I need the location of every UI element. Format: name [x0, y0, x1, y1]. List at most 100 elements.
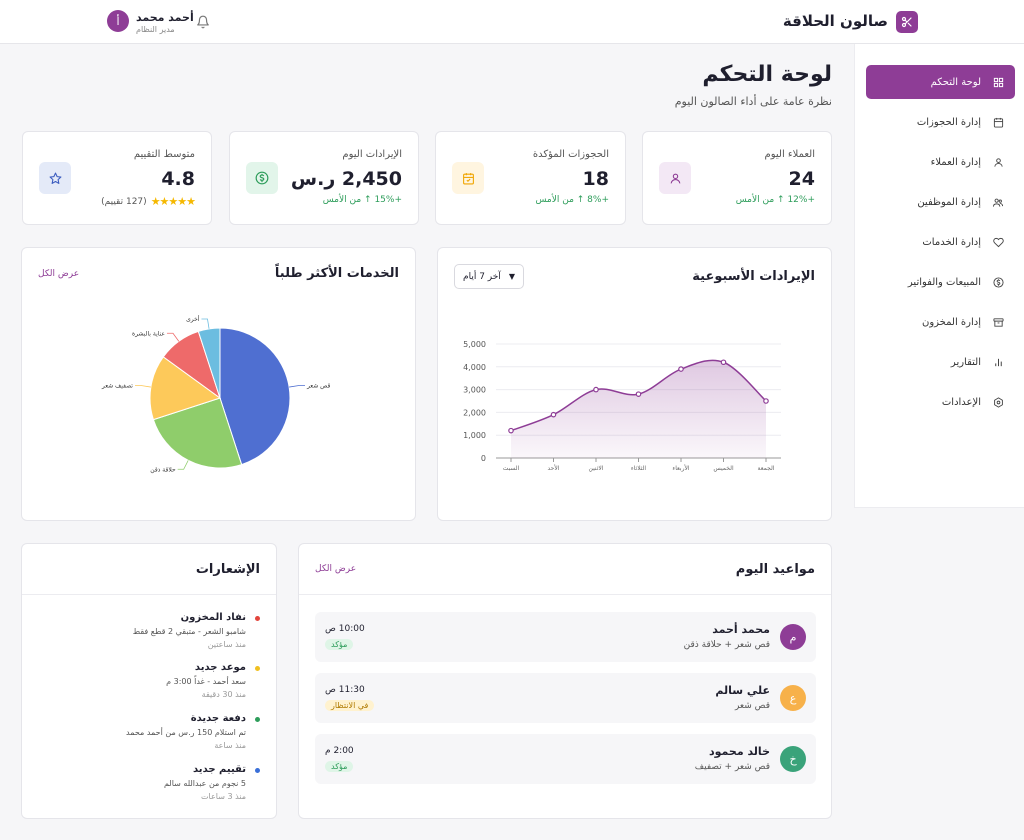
chevron-down-icon: ▼	[508, 272, 515, 281]
panel-title: مواعيد اليوم	[735, 562, 815, 577]
revenue-area-chart: 0 1,000 2,000 3,000 4,000 5,000 السبت الأحد الاث…	[463, 340, 781, 472]
slice-label: قص شعر	[306, 382, 330, 389]
view-all-link[interactable]: عرض الكل	[38, 269, 80, 279]
status-dot	[255, 717, 260, 722]
bar-chart-icon	[991, 355, 1005, 369]
appointment-time: 10:00 ص	[325, 624, 365, 634]
brand-name[interactable]: صالون الحلاقة	[782, 12, 888, 30]
sidebar-item-label: المبيعات والفواتير	[907, 276, 981, 288]
slice-label: حلاقة ذقن	[150, 466, 176, 473]
panel-title: الإيرادات الأسبوعية	[692, 269, 815, 284]
sidebar-item-sales[interactable]: المبيعات والفواتير	[866, 265, 1015, 299]
slice-label: تصفيف شعر	[101, 382, 133, 389]
label-leader	[134, 385, 151, 388]
stat-change: +8% ↑ من الأمس	[535, 195, 609, 205]
x-tick-label: الثلاثاء	[631, 465, 647, 472]
slice-label: أخرى	[186, 315, 200, 323]
x-tick-label: الأربعاء	[672, 464, 690, 472]
appointment-row[interactable]: خ خالد محمود قص شعر + تصفيف 2:00 م مؤكد	[315, 734, 816, 784]
appointment-service: قص شعر + حلاقة ذقن	[683, 640, 770, 650]
status-badge: مؤكد	[325, 761, 354, 772]
y-tick-label: 1,000	[463, 431, 486, 440]
stat-value: 18	[582, 168, 609, 190]
sidebar-item-settings[interactable]: الإعدادات	[866, 385, 1015, 419]
y-tick-label: 4,000	[463, 363, 486, 372]
stat-label: متوسط التقييم	[133, 149, 195, 160]
revenue-chart-panel: الإيرادات الأسبوعية ▼ آخر 7 أيام 0 1,000 2…	[437, 247, 832, 521]
calendar-icon	[991, 115, 1005, 129]
view-all-link[interactable]: عرض الكل	[315, 564, 357, 574]
sidebar-item-services[interactable]: إدارة الخدمات	[866, 225, 1015, 259]
page-subtitle: نظرة عامة على أداء الصالون اليوم	[674, 95, 832, 108]
star-icon	[39, 162, 71, 194]
label-leader	[177, 460, 189, 470]
select-value: آخر 7 أيام	[463, 271, 501, 282]
data-point	[763, 398, 769, 404]
stat-change: +15% ↑ من الأمس	[322, 195, 402, 205]
stat-label: الحجوزات المؤكدة	[532, 149, 609, 160]
star-icon: ★★★★★	[150, 195, 196, 208]
avatar: ع	[780, 685, 806, 711]
sidebar-item-label: إدارة الموظفين	[917, 196, 981, 208]
slice-label: عناية بالبشرة	[132, 330, 165, 337]
status-dot	[255, 768, 260, 773]
panel-title: الخدمات الأكثر طلباً	[274, 266, 399, 281]
heart-hand-icon	[991, 235, 1005, 249]
label-leader	[289, 385, 306, 388]
status-badge: مؤكد	[325, 639, 354, 650]
sidebar-item-dashboard[interactable]: لوحة التحكم	[866, 65, 1015, 99]
notification-text: 5 نجوم من عبدالله سالم	[163, 779, 246, 788]
x-tick-label: الخميس	[713, 465, 734, 472]
notification-text: سعد أحمد - غداً 3:00 م	[166, 677, 246, 686]
dollar-icon	[991, 275, 1005, 289]
notification-title: تقييم جديد	[193, 764, 246, 775]
stat-card-customers: العملاء اليوم 24 +12% ↑ من الأمس	[642, 131, 832, 225]
sidebar-item-bookings[interactable]: إدارة الحجوزات	[866, 105, 1015, 139]
appointment-row[interactable]: ع علي سالم قص شعر 11:30 ص في الانتظار	[315, 673, 816, 723]
bell-icon[interactable]	[196, 14, 210, 29]
appointment-time: 11:30 ص	[325, 685, 365, 695]
appointment-row[interactable]: م محمد أحمد قص شعر + حلاقة ذقن 10:00 ص م…	[315, 612, 816, 662]
sidebar-item-label: إدارة الخدمات	[922, 236, 981, 248]
y-tick-label: 0	[481, 454, 486, 463]
period-select[interactable]: ▼ آخر 7 أيام	[454, 264, 524, 289]
rating-count: (127 تقييم)	[101, 196, 147, 207]
sidebar-item-customers[interactable]: إدارة العملاء	[866, 145, 1015, 179]
notification-time: منذ 3 ساعات	[201, 792, 246, 801]
data-point	[720, 359, 727, 366]
status-dot	[255, 666, 260, 671]
notification-title: دفعة جديدة	[190, 713, 246, 724]
notifications-panel: الإشعارات نفاد المخزون شامبو الشعر - متب…	[21, 543, 277, 819]
status-dot	[255, 616, 260, 621]
sidebar-item-staff[interactable]: إدارة الموظفين	[866, 185, 1015, 219]
x-tick-label: الاثنين	[589, 465, 604, 472]
stat-card-bookings: الحجوزات المؤكدة 18 +8% ↑ من الأمس	[435, 131, 626, 225]
dollar-icon	[246, 162, 278, 194]
appointment-service: قص شعر + تصفيف	[694, 762, 770, 772]
stat-label: الإيرادات اليوم	[342, 149, 402, 160]
appointment-name: محمد أحمد	[712, 623, 770, 636]
box-icon	[991, 315, 1005, 329]
avatar[interactable]: أ	[107, 10, 129, 32]
sidebar-item-reports[interactable]: التقارير	[866, 345, 1015, 379]
top-header: صالون الحلاقة أ أحمد محمد مدير النظام	[0, 0, 1024, 44]
user-name[interactable]: أحمد محمد	[136, 11, 194, 24]
dashboard-icon	[991, 75, 1005, 89]
appointment-name: علي سالم	[715, 684, 770, 697]
data-point	[550, 411, 557, 418]
page-title: لوحة التحكم	[702, 62, 832, 87]
notification-title: نفاد المخزون	[180, 612, 246, 623]
notification-title: موعد جديد	[194, 662, 246, 673]
x-tick-label: الجمعة	[758, 465, 775, 472]
stat-value: 4.8	[161, 168, 195, 190]
y-tick-label: 3,000	[463, 386, 486, 395]
sidebar-item-inventory[interactable]: إدارة المخزون	[866, 305, 1015, 339]
appointment-service: قص شعر	[734, 701, 770, 711]
divider	[22, 594, 276, 595]
stat-card-rating: متوسط التقييم 4.8 ★★★★★ (127 تقييم)	[22, 131, 212, 225]
stat-value: 2,450 ر.س	[290, 168, 402, 190]
scissors-icon[interactable]	[896, 11, 918, 33]
avatar: خ	[780, 746, 806, 772]
data-point	[508, 427, 514, 434]
x-tick-label: السبت	[503, 465, 520, 472]
